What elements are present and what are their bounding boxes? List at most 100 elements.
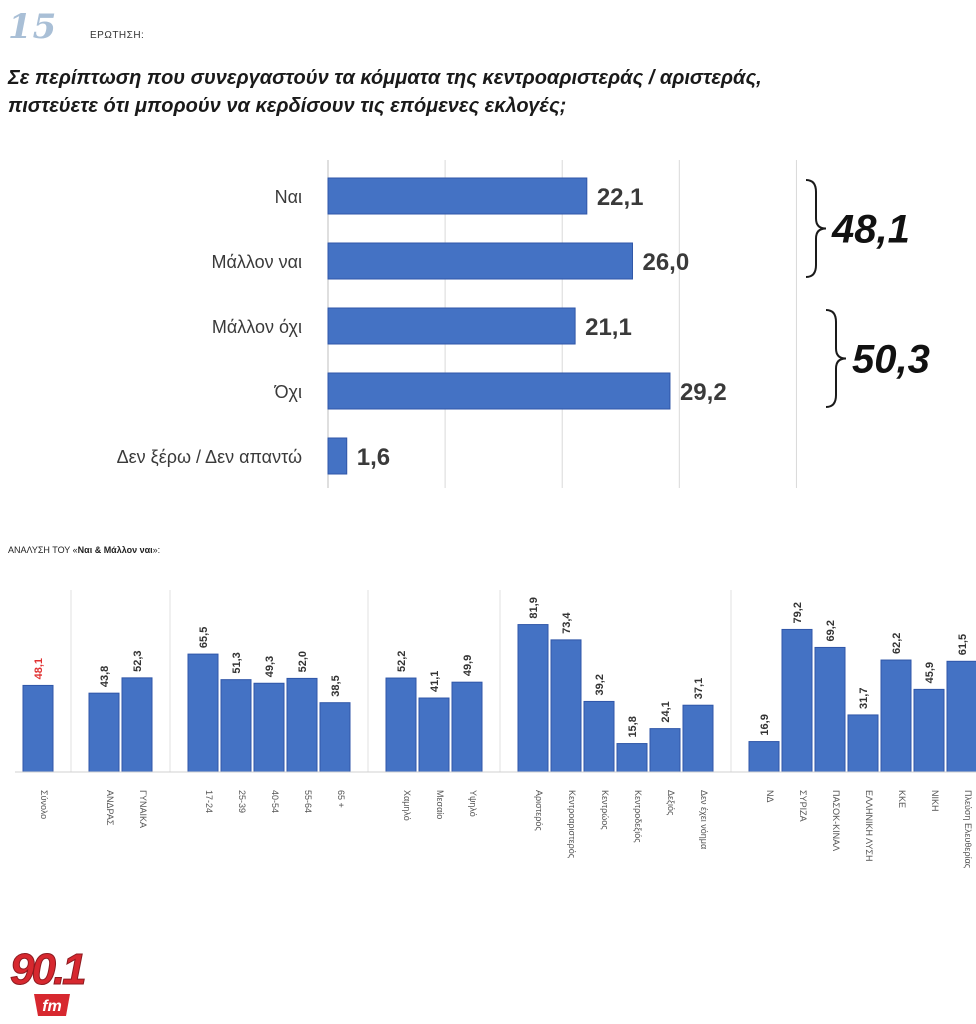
bar <box>327 372 671 410</box>
category-label: Κεντροαριστερός <box>567 790 577 859</box>
bar <box>748 741 780 773</box>
bar <box>913 688 945 773</box>
bar <box>451 681 483 773</box>
value-label: 49,3 <box>264 656 276 677</box>
logo-flag <box>34 994 70 1016</box>
category-label: Κεντροδεξιός <box>633 790 643 843</box>
category-label: Ναι <box>275 187 302 207</box>
bar <box>649 728 681 773</box>
value-label: 62,2 <box>891 633 903 654</box>
category-label: Δεν ξέρω / Δεν απαντώ <box>117 447 302 467</box>
value-label: 38,5 <box>330 675 342 696</box>
category-label: Μάλλον ναι <box>211 252 302 272</box>
value-label: 37,1 <box>693 678 705 699</box>
question-text: Σε περίπτωση που συνεργαστούν τα κόμματα… <box>8 64 968 120</box>
group-brace <box>825 309 847 408</box>
bar <box>946 660 976 773</box>
value-label: 22,1 <box>597 184 644 211</box>
logo-number: 90.1 <box>10 945 85 994</box>
category-label: Πλεύση Ελευθερίας <box>963 790 973 869</box>
value-label: 48,1 <box>33 658 45 679</box>
breakdown-title-suffix: »: <box>152 545 161 555</box>
category-label: ΑΝΔΡΑΣ <box>105 790 115 826</box>
category-label: Σύνολο <box>39 790 49 819</box>
bar <box>253 682 285 773</box>
bar <box>550 639 582 773</box>
breakdown-title: ΑΝΑΛΥΣΗ ΤΟΥ «Ναι & Μάλλον ναι»: <box>8 545 160 555</box>
category-label: ΓΥΝΑΙΚΑ <box>138 790 148 828</box>
breakdown-title-bold: Ναι & Μάλλον ναι <box>77 545 153 555</box>
group-total: 50,3 <box>852 338 930 382</box>
radio-logo: 90.1 fm <box>10 945 89 1016</box>
value-label: 81,9 <box>528 597 540 618</box>
value-label: 39,2 <box>594 674 606 695</box>
bar <box>327 242 633 280</box>
bar <box>187 653 219 773</box>
category-label: ΚΚΕ <box>897 790 907 808</box>
bar <box>616 743 648 773</box>
question-number: 15 <box>8 7 58 47</box>
value-label: 69,2 <box>825 620 837 641</box>
category-label: Όχι <box>274 382 302 402</box>
value-label: 49,9 <box>462 655 474 676</box>
value-label: 26,0 <box>642 249 689 276</box>
group-total: 48,1 <box>831 208 910 252</box>
category-label: ΝΔ <box>765 790 775 803</box>
value-label: 51,3 <box>231 652 243 673</box>
logo-suffix: fm <box>42 998 62 1015</box>
value-label: 21,1 <box>585 314 632 341</box>
value-label: 52,3 <box>132 650 144 671</box>
value-label: 1,6 <box>357 444 390 471</box>
value-label: 45,9 <box>924 662 936 683</box>
value-label: 61,5 <box>957 634 969 655</box>
bar <box>327 177 588 215</box>
bar <box>517 624 549 773</box>
main-bar-chart: Ναι 22,1 Μάλλον ναι 26,0 Μάλλον όχι 21,1 Όχι 29… <box>117 160 930 488</box>
value-label: 52,2 <box>396 651 408 672</box>
bar <box>327 307 576 345</box>
bar <box>814 646 846 773</box>
category-label: Χαμηλό <box>402 790 412 821</box>
value-label: 16,9 <box>759 714 771 735</box>
category-label: 55-64 <box>303 790 313 813</box>
value-label: 15,8 <box>627 716 639 737</box>
question-line-1: Σε περίπτωση που συνεργαστούν τα κόμματα… <box>8 67 762 89</box>
category-label: Αριστερός <box>534 790 544 831</box>
category-label: Δεν έχει νόημα <box>699 790 709 849</box>
category-label: Υψηλό <box>468 790 478 817</box>
bar <box>880 659 912 773</box>
category-label: ΕΛΛΗΝΙΚΗ ΛΥΣΗ <box>864 790 874 861</box>
breakdown-title-prefix: ΑΝΑΛΥΣΗ ΤΟΥ « <box>8 545 78 555</box>
category-label: Κεντρώος <box>600 790 610 830</box>
bar <box>682 704 714 773</box>
question-label: ΕΡΩΤΗΣΗ: <box>90 30 145 41</box>
bar <box>385 677 417 773</box>
bar <box>121 677 153 773</box>
bar <box>319 702 351 773</box>
value-label: 43,8 <box>99 666 111 687</box>
category-label: Δεξιός <box>666 790 676 816</box>
category-label: ΣΥΡΙΖΑ <box>798 790 808 822</box>
category-label: Μάλλον όχι <box>212 317 302 337</box>
category-label: ΠΑΣΟΚ-ΚΙΝΑΛ <box>831 790 841 851</box>
value-label: 65,5 <box>198 627 210 648</box>
bar <box>220 679 252 773</box>
group-brace <box>805 179 827 278</box>
category-label: 17-24 <box>204 790 214 813</box>
category-label: 40-54 <box>270 790 280 813</box>
value-label: 24,1 <box>660 701 672 722</box>
bar <box>781 628 813 773</box>
bar <box>22 684 54 773</box>
category-label: 25-39 <box>237 790 247 813</box>
bar <box>88 692 120 773</box>
bar <box>847 714 879 773</box>
value-label: 31,7 <box>858 688 870 709</box>
category-label: 65 + <box>336 790 346 808</box>
bar <box>418 697 450 773</box>
value-label: 41,1 <box>429 671 441 692</box>
bar <box>583 700 615 773</box>
value-label: 52,0 <box>297 651 309 672</box>
question-line-2: πιστεύετε ότι μπορούν να κερδίσουν τις ε… <box>8 95 567 117</box>
category-label: ΝΙΚΗ <box>930 790 940 812</box>
bar <box>327 437 348 475</box>
